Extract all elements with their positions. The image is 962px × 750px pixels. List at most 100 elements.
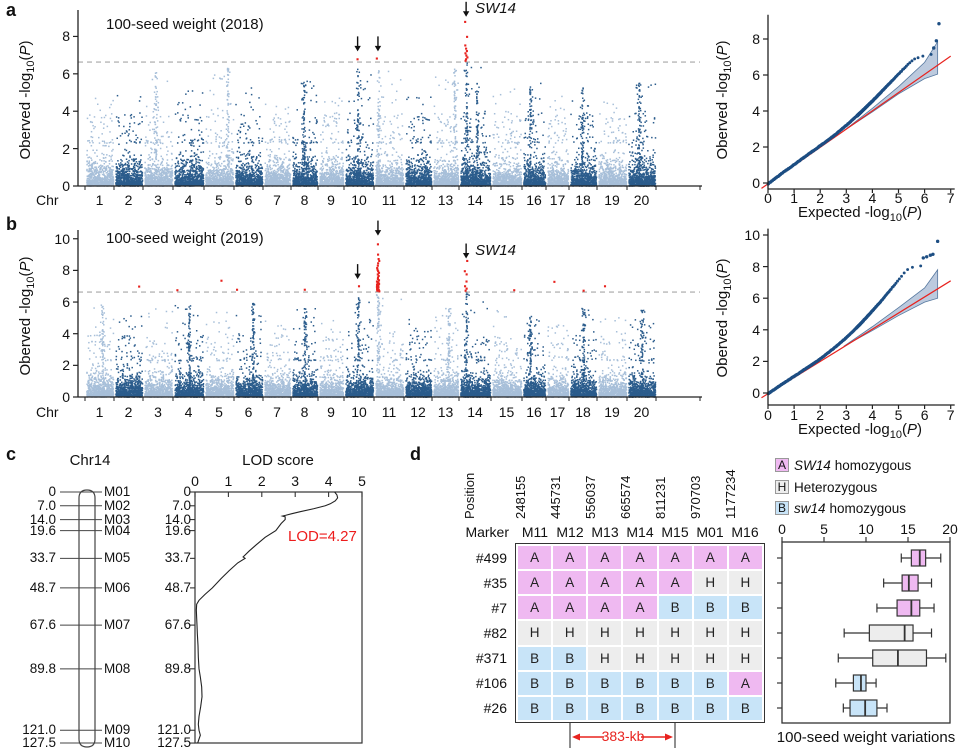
genotype-cell: A [518,546,552,570]
genotype-cell: A [553,546,587,570]
position-header: 970703 [688,475,703,519]
position-corner-label: Position [462,472,477,519]
panel-a-letter: a [6,0,17,20]
map-marker-label: M06 [104,579,131,595]
chr-label: 20 [633,192,650,208]
genotype-cell: A [588,596,622,620]
chr-label: 16 [526,192,542,208]
sample-row-label: #26 [483,700,507,716]
genotype-cell: A [553,571,587,595]
chr-label: 1 [95,192,104,208]
genotype-cell: A [728,546,762,570]
genotype-cell: H [553,621,587,645]
genotype-cell: A [518,571,552,595]
genotype-cell: B [728,596,762,620]
genotype-cell: B [588,696,622,720]
legend-label: sw14 homozygous [794,500,907,516]
chr-label: 14 [467,192,483,208]
x-tick-label: 2 [816,190,825,206]
panel-b-y-axis-label: Oberved -log10(P) [17,256,37,376]
genotype-cell: A [623,571,657,595]
genotype-cell: B [693,671,727,695]
map-marker-label: M10 [104,735,131,750]
x-axis-prefix: Chr [36,404,59,420]
lod-position-label: 0 [183,484,191,499]
lod-position-label: 48.7 [164,579,191,595]
marker-header: M01 [696,524,724,540]
marker-header: M12 [556,524,584,540]
chr-label: 13 [437,404,454,420]
legend-swatch-a: A [775,458,789,472]
qq-b-y-axis-label: Oberved -log10(P) [714,258,734,378]
lod-score-title: LOD score [242,452,314,469]
box-x-tick-label: 20 [942,521,958,537]
marker-header: M16 [731,524,759,540]
map-position-label: 121.0 [22,722,56,738]
chr-label: 17 [549,192,566,208]
x-tick-label: 3 [842,190,851,206]
genotype-cell: B [553,646,587,670]
genotype-cell: B [693,696,727,720]
chr-label: 7 [273,404,281,420]
y-tick-label: 8 [62,262,70,279]
genotype-cell: A [623,596,657,620]
position-header: 811231 [653,476,668,519]
box-x-tick-label: 5 [820,521,828,537]
bracket-distance-label: 383-kb [601,728,645,744]
genotype-cell: H [658,621,692,645]
legend-swatch-h: H [775,480,789,494]
legend-item-heterozygous: H Heterozygous [775,479,877,495]
genotype-cell: B [623,696,657,720]
y-tick-label: 4 [62,325,70,342]
chr-label: 6 [244,192,253,208]
chr-label: 16 [526,404,542,420]
chr-label: 18 [575,192,591,208]
genotype-cell: H [658,646,692,670]
map-marker-label: M02 [104,497,131,513]
y-tick-label: 2 [752,353,760,370]
box-x-tick-label: 10 [858,521,874,537]
y-tick-label: 8 [752,258,760,275]
y-tick-label: 4 [752,321,760,338]
genotype-cell: H [623,621,657,645]
x-tick-label: 4 [868,190,877,206]
map-position-label: 89.8 [29,660,56,676]
lod-position-label: 127.5 [157,735,191,750]
x-tick-label: 3 [842,407,851,423]
genotype-cell: B [518,696,552,720]
chr-label: 5 [215,192,223,208]
genotype-cell: A [588,546,622,570]
x-tick-label: 6 [920,407,929,423]
marker-header: M13 [591,524,619,540]
y-tick-label: 0 [752,385,760,401]
panel-d-letter: d [410,444,421,464]
genotype-cell: B [728,696,762,720]
chr-label: 17 [549,404,566,420]
sample-row-label: #35 [483,575,507,591]
lod-peak-annotation: LOD=4.27 [288,528,357,545]
map-marker-label: M08 [104,660,131,676]
chr-label: 9 [327,404,335,420]
chr-label: 6 [244,404,253,420]
y-tick-label: 2 [62,357,70,374]
y-tick-label: 2 [752,139,760,155]
marker-corner-label: Marker [465,524,509,540]
genotype-cell: A [588,571,622,595]
map-position-label: 0 [48,484,56,499]
genotype-cell: H [693,646,727,670]
chr-label: 11 [381,404,397,420]
genotype-cell: A [553,596,587,620]
genotype-cell: H [728,646,762,670]
x-tick-label: 2 [816,407,825,423]
genotype-cell: A [658,571,692,595]
sample-row-label: #7 [491,600,507,616]
x-tick-label: 5 [894,190,903,206]
panel-a-y-axis-label: Oberved -log10(P) [17,40,37,160]
map-position-label: 19.6 [29,522,56,538]
genotype-cell: H [588,621,622,645]
qq-a-x-axis-label: Expected -log10(P) [798,204,922,224]
y-tick-label: 6 [752,290,760,307]
gene-label-sw14-2019: SW14 [475,241,516,259]
boxplot-x-axis-label: 100-seed weight variations [776,729,956,746]
